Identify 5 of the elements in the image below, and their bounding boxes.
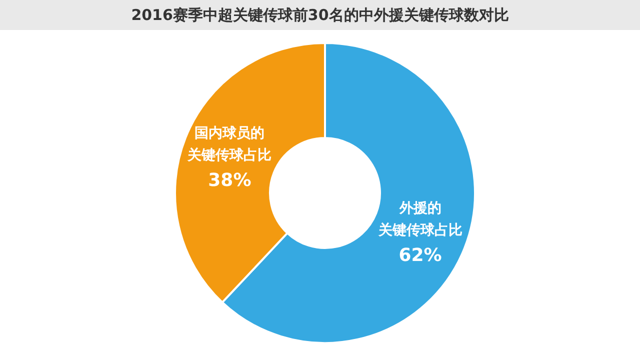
data-label: 38% [208, 170, 252, 191]
chart-title: 2016赛季中超关键传球前30名的中外援关键传球数对比 [0, 0, 640, 30]
slice-label: 国内球员的关键传球占比 [186, 125, 272, 164]
data-label: 62% [398, 245, 442, 266]
slice-label: 外援的关键传球占比 [377, 200, 462, 239]
